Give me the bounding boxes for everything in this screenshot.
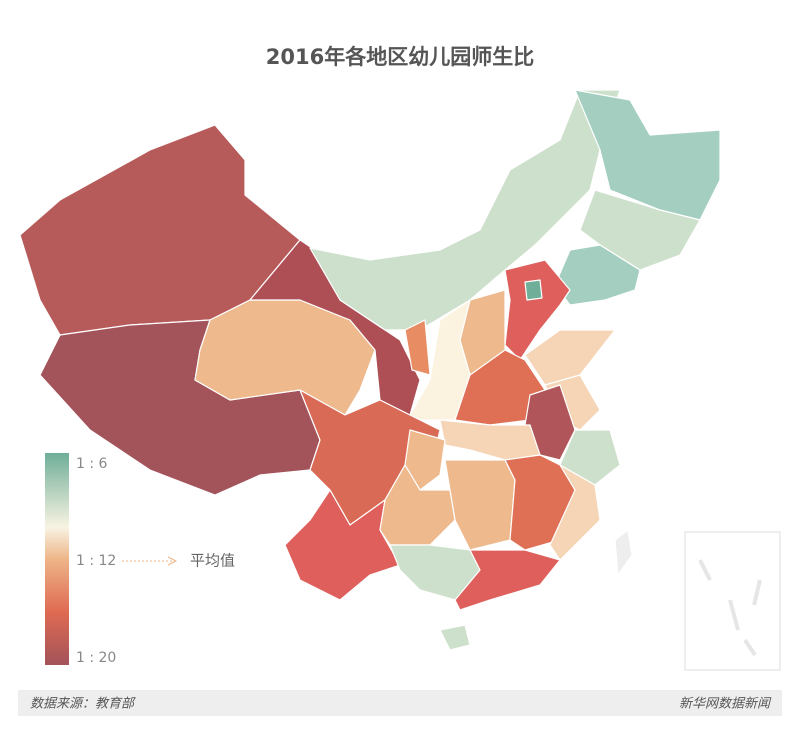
jilin xyxy=(579,189,701,271)
zhejiang xyxy=(559,429,621,486)
footer-bar xyxy=(18,690,782,716)
map xyxy=(19,89,781,671)
footer-source: 数据来源：教育部 xyxy=(30,696,136,712)
average-arrow xyxy=(167,556,178,566)
hubei xyxy=(439,419,541,461)
inset-islands xyxy=(698,559,762,657)
legend-label: 1 : 6 xyxy=(76,456,108,472)
south-sea-inset xyxy=(684,531,781,671)
yunnan xyxy=(284,489,401,601)
heilongjiang xyxy=(574,89,721,221)
average-label: 平均值 xyxy=(190,552,235,570)
legend-gradient xyxy=(45,453,69,665)
taiwan xyxy=(614,529,633,576)
chongqing xyxy=(404,429,446,491)
legend-label: 1 : 12 xyxy=(76,553,116,569)
hainan xyxy=(439,624,471,651)
hebei xyxy=(504,259,571,361)
guangdong xyxy=(454,549,561,611)
hunan xyxy=(444,459,516,551)
ningxia xyxy=(404,319,431,376)
shandong xyxy=(524,329,616,386)
beijing xyxy=(524,279,543,301)
legend: 1 : 6 1 : 12 1 : 20 平均值 xyxy=(45,453,235,666)
footer-credit: 新华网数据新闻 xyxy=(679,697,772,712)
title: 2016年各地区幼儿园师生比 xyxy=(266,45,534,69)
legend-label: 1 : 20 xyxy=(76,650,116,666)
